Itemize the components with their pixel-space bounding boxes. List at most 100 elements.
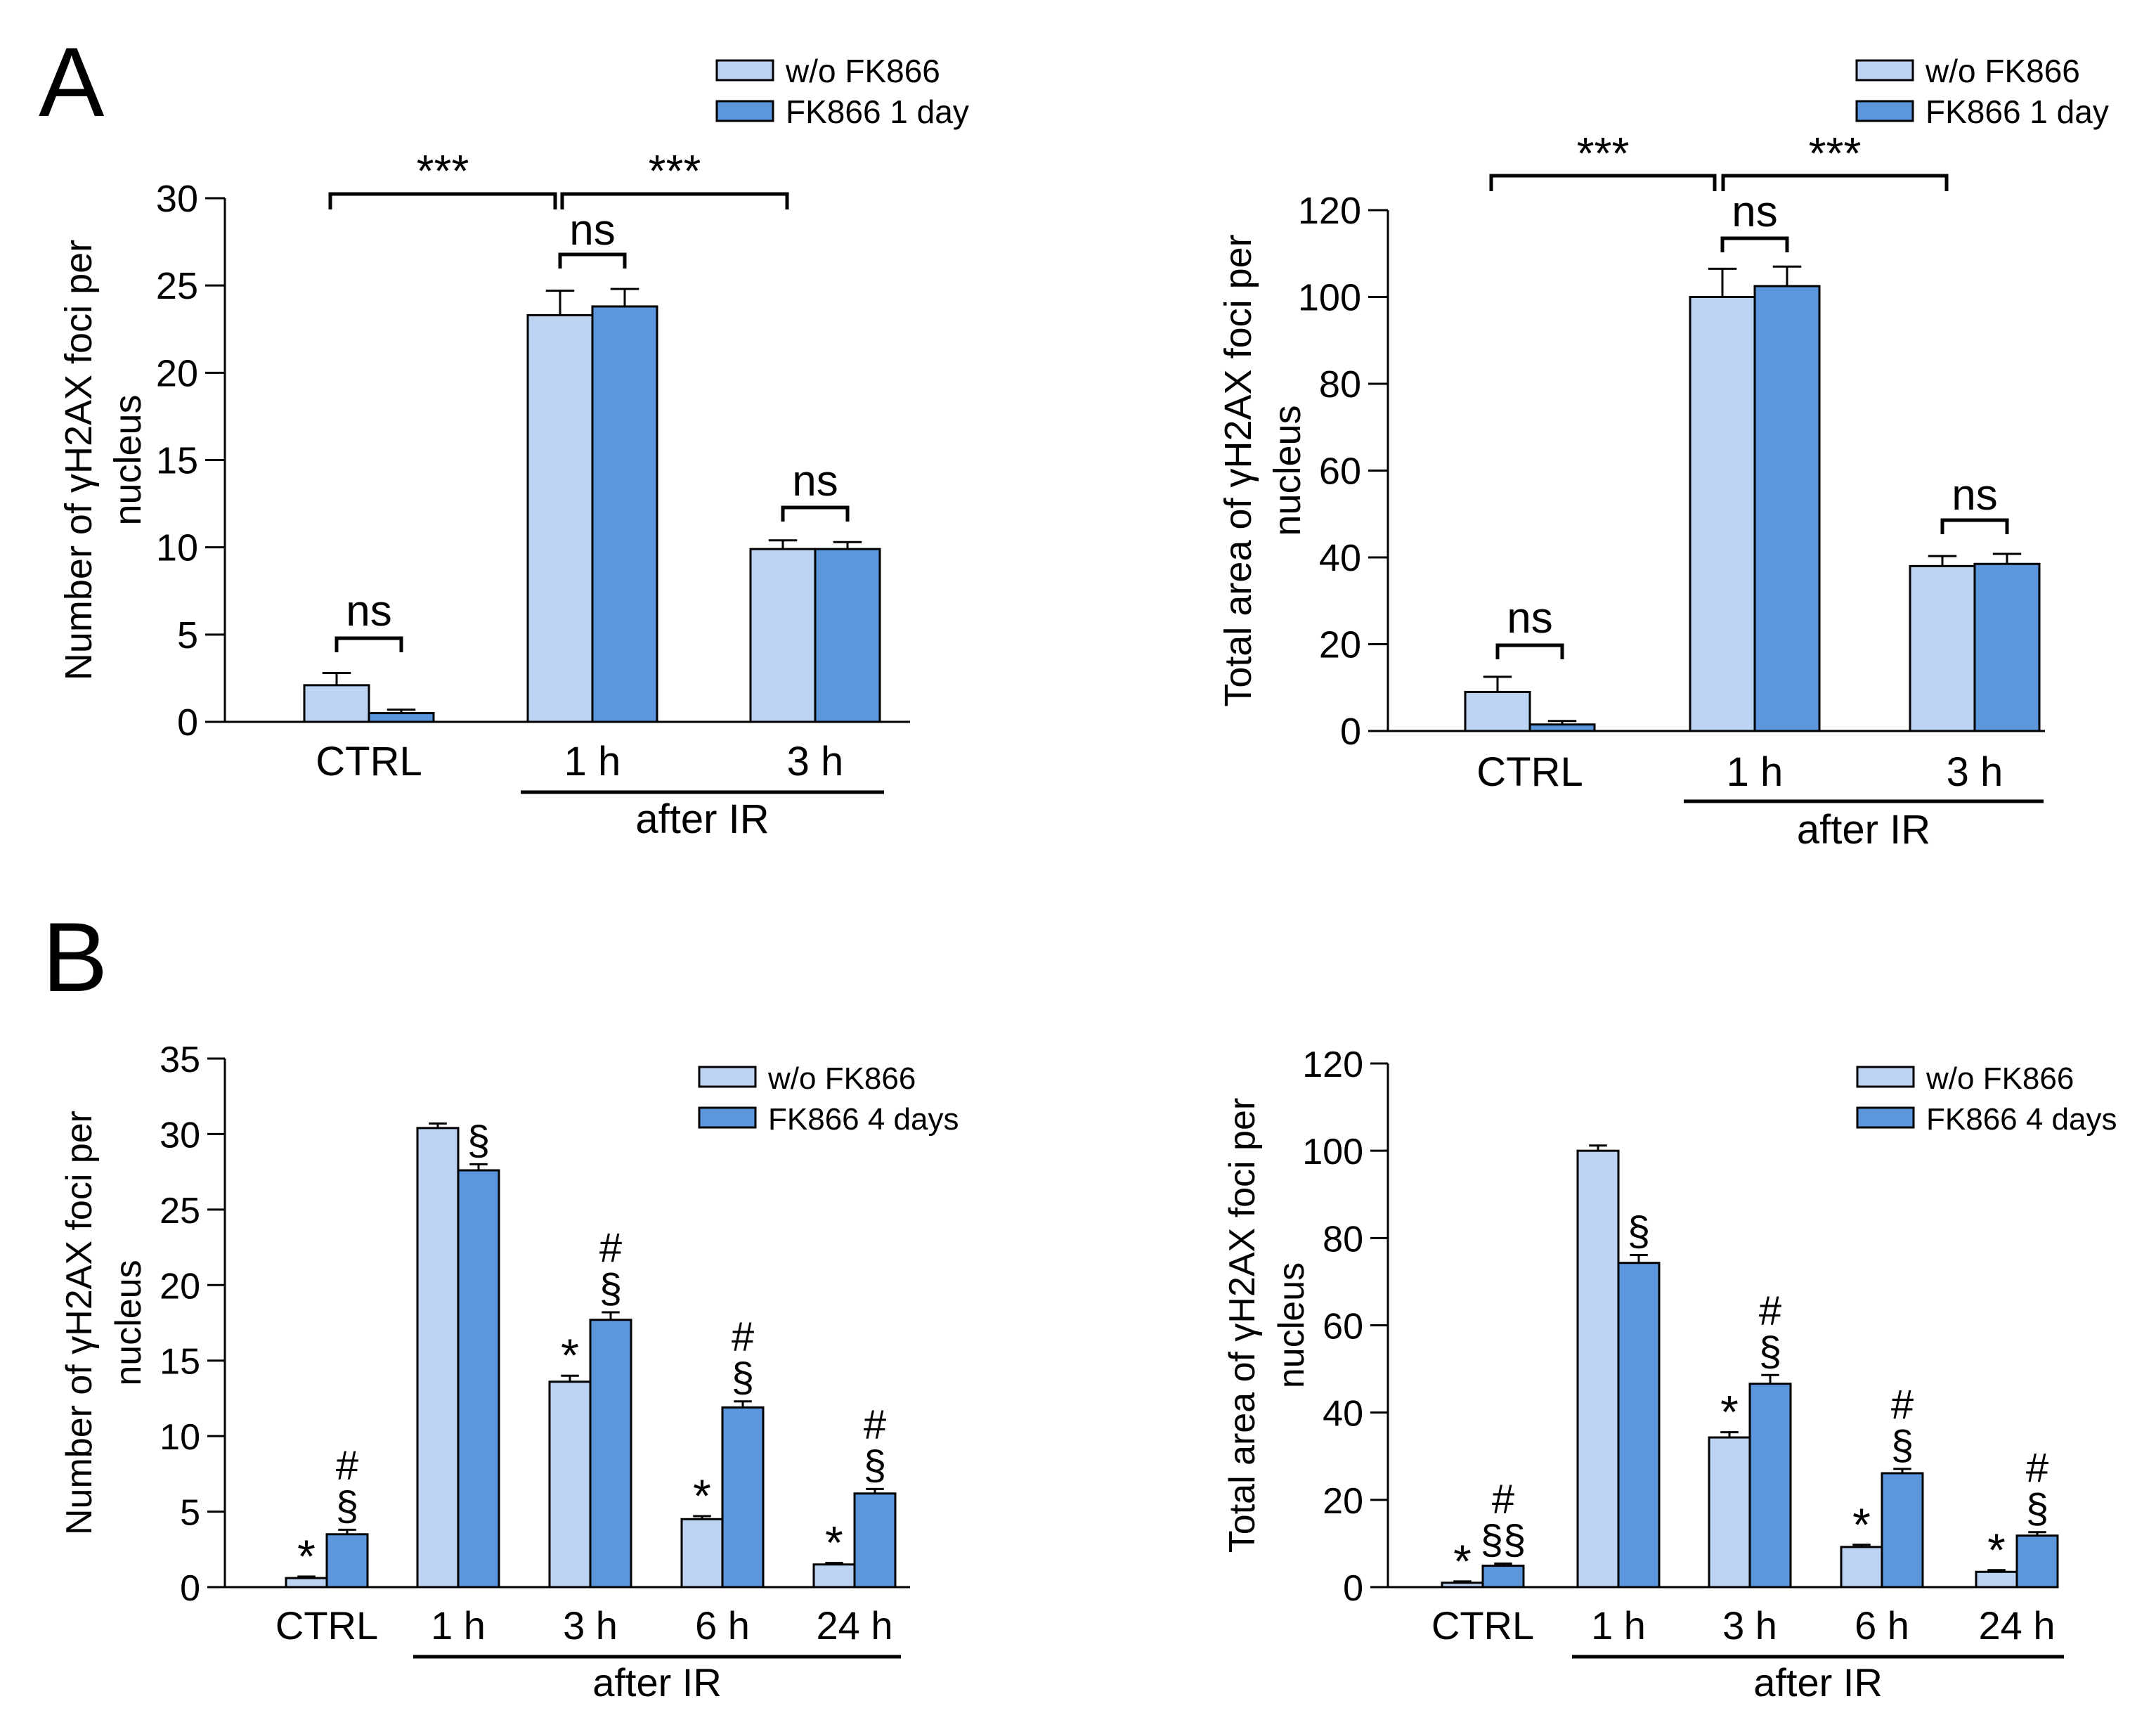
y-axis-label-line2: nucleus bbox=[1271, 1262, 1312, 1388]
bar-dark bbox=[1748, 1383, 1792, 1589]
y-axis-label: Total area of γH2AX foci per bbox=[1222, 1098, 1263, 1553]
legend-label: FK866 4 days bbox=[768, 1102, 959, 1137]
bar-dark bbox=[2015, 1534, 2059, 1589]
bar-light bbox=[416, 1127, 460, 1589]
y-axis-label-line2: nucleus bbox=[107, 394, 149, 525]
significance-bracket bbox=[1720, 236, 1789, 252]
x-tick-label: CTRL bbox=[1476, 749, 1583, 795]
significance-bracket bbox=[328, 192, 557, 209]
y-tick-label: 15 bbox=[156, 440, 198, 482]
bar-dark bbox=[814, 548, 881, 723]
panel-label-b: B bbox=[42, 902, 108, 1012]
bar-light bbox=[1576, 1149, 1620, 1589]
y-axis-label-line2: nucleus bbox=[108, 1260, 149, 1385]
significance-label: ns bbox=[1507, 594, 1552, 642]
group-label: after IR bbox=[1797, 807, 1930, 853]
significance-section: § bbox=[732, 1355, 754, 1401]
significance-section: § bbox=[467, 1118, 490, 1163]
significance-label: *** bbox=[417, 145, 469, 196]
bar-dark bbox=[721, 1406, 765, 1589]
y-tick-label: 80 bbox=[1319, 363, 1361, 406]
significance-star: * bbox=[297, 1530, 316, 1582]
legend-label: FK866 4 days bbox=[1926, 1102, 2117, 1137]
bar-dark bbox=[325, 1533, 369, 1589]
x-tick-label: 1 h bbox=[1591, 1603, 1646, 1648]
bar-light bbox=[1840, 1546, 1883, 1589]
y-tick-label: 25 bbox=[156, 265, 198, 307]
significance-hash: # bbox=[1891, 1382, 1914, 1428]
y-tick-label: 60 bbox=[1319, 451, 1361, 493]
significance-label: ns bbox=[792, 457, 838, 505]
y-axis-label: Number of γH2AX foci per bbox=[59, 1111, 100, 1535]
bar-dark bbox=[1881, 1472, 1924, 1589]
legend-label: w/o FK866 bbox=[1926, 1061, 2074, 1096]
x-tick-label: 1 h bbox=[1727, 749, 1784, 795]
significance-section: § bbox=[864, 1442, 886, 1488]
bar-light bbox=[680, 1518, 724, 1589]
bar-light bbox=[1689, 296, 1756, 732]
bar-dark bbox=[368, 712, 435, 723]
y-tick-label: 60 bbox=[1323, 1307, 1363, 1347]
legend-swatch bbox=[715, 59, 774, 82]
legend-label: FK866 1 day bbox=[786, 93, 969, 130]
x-tick-label: 24 h bbox=[1979, 1603, 2056, 1648]
significance-hash: # bbox=[2026, 1445, 2048, 1491]
y-tick-label: 30 bbox=[156, 178, 198, 220]
bar-light bbox=[303, 684, 370, 723]
legend-label: FK866 1 day bbox=[1926, 93, 2109, 130]
significance-label: ns bbox=[1732, 188, 1777, 236]
legend-swatch bbox=[1855, 59, 1914, 82]
y-tick-label: 0 bbox=[1340, 711, 1361, 753]
x-tick-label: CTRL bbox=[316, 739, 422, 784]
bar-light bbox=[548, 1380, 592, 1589]
significance-hash: # bbox=[732, 1314, 754, 1360]
significance-star: * bbox=[1720, 1386, 1739, 1438]
bar-dark bbox=[589, 1319, 632, 1589]
y-tick-label: 20 bbox=[160, 1266, 200, 1307]
bar-dark bbox=[1753, 285, 1821, 732]
significance-label: ns bbox=[346, 587, 391, 635]
significance-section: § bbox=[336, 1483, 358, 1529]
x-tick-label: CTRL bbox=[275, 1603, 378, 1648]
legend-swatch bbox=[1856, 1066, 1915, 1088]
group-label: after IR bbox=[592, 1660, 722, 1705]
chart-3: 0 5 10 15 20 25 30 35 Number of γH2AX foci per nu… bbox=[59, 1040, 959, 1705]
significance-section: § bbox=[599, 1266, 622, 1312]
significance-bracket bbox=[1940, 518, 2009, 534]
x-tick-label: 1 h bbox=[564, 739, 621, 784]
y-tick-label: 120 bbox=[1298, 190, 1361, 232]
y-tick-label: 20 bbox=[1323, 1481, 1363, 1522]
legend: w/o FK866 FK866 1 day bbox=[1855, 53, 2109, 130]
x-tick-label: 3 h bbox=[1722, 1603, 1777, 1648]
significance-label: ns bbox=[1952, 471, 1997, 519]
y-tick-label: 100 bbox=[1298, 277, 1361, 319]
bar-dark bbox=[457, 1169, 500, 1589]
chart-4: 0 20 40 60 80 100 120 Total area of γH2AX foci … bbox=[1222, 1044, 2117, 1705]
y-tick-label: 100 bbox=[1302, 1132, 1363, 1172]
y-tick-label: 80 bbox=[1323, 1219, 1363, 1260]
x-tick-label: 1 h bbox=[431, 1603, 486, 1648]
y-tick-label: 0 bbox=[1343, 1568, 1363, 1609]
bar-light bbox=[526, 313, 594, 723]
legend-swatch bbox=[698, 1106, 757, 1129]
y-tick-label: 40 bbox=[1319, 537, 1361, 579]
significance-star: * bbox=[693, 1470, 711, 1522]
y-tick-label: 10 bbox=[156, 527, 198, 569]
y-tick-label: 5 bbox=[180, 1493, 200, 1534]
y-tick-label: 5 bbox=[177, 614, 198, 656]
bar-light bbox=[1708, 1436, 1751, 1589]
significance-star: * bbox=[1987, 1524, 2006, 1576]
y-tick-label: 20 bbox=[1319, 624, 1361, 666]
x-tick-label: 6 h bbox=[695, 1603, 750, 1648]
significance-label: ns bbox=[569, 206, 615, 254]
legend-label: w/o FK866 bbox=[1925, 53, 2080, 89]
x-tick-label: 3 h bbox=[787, 739, 844, 784]
significance-hash: # bbox=[1492, 1476, 1514, 1522]
significance-bracket bbox=[1495, 643, 1564, 659]
legend-label: w/o FK866 bbox=[767, 1061, 916, 1096]
significance-bracket bbox=[560, 192, 789, 209]
y-tick-label: 20 bbox=[156, 352, 198, 394]
chart-1: 0 5 10 15 20 25 30 Number of γH2AX foci per nucl… bbox=[58, 53, 969, 842]
